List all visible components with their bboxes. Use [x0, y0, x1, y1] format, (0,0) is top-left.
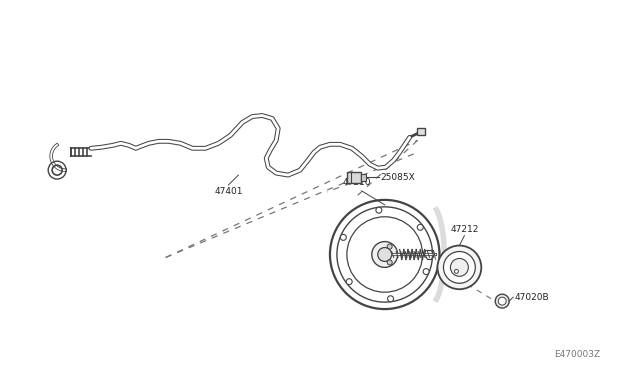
- Bar: [361, 174, 366, 181]
- Circle shape: [498, 297, 506, 305]
- Text: 47210: 47210: [342, 178, 371, 187]
- Circle shape: [438, 246, 481, 289]
- Circle shape: [451, 259, 468, 276]
- Circle shape: [346, 279, 352, 285]
- Text: 47401: 47401: [214, 187, 243, 196]
- Bar: [417, 128, 424, 135]
- Bar: [347, 172, 361, 183]
- Text: 47212: 47212: [450, 225, 479, 234]
- Circle shape: [372, 241, 397, 267]
- Text: E470003Z: E470003Z: [554, 350, 600, 359]
- Circle shape: [387, 244, 392, 249]
- Circle shape: [378, 247, 392, 262]
- Circle shape: [376, 207, 382, 213]
- Circle shape: [444, 251, 476, 283]
- Circle shape: [495, 294, 509, 308]
- Circle shape: [340, 234, 346, 240]
- Circle shape: [454, 269, 458, 273]
- Circle shape: [417, 224, 423, 230]
- Circle shape: [423, 269, 429, 275]
- Circle shape: [388, 296, 394, 302]
- Text: 25085X: 25085X: [381, 173, 415, 182]
- Text: 47020B: 47020B: [514, 293, 548, 302]
- Circle shape: [387, 260, 392, 265]
